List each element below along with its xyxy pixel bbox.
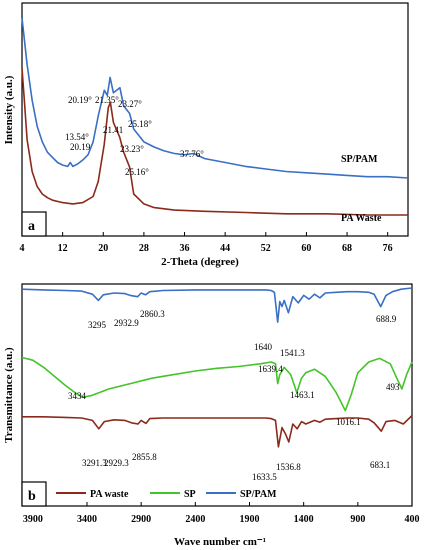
panel-a-x-tick-label-20: 20	[98, 243, 108, 254]
panel-a-annotation-25-18: 25.18°	[128, 119, 152, 129]
panel-b-x-tick-label-900: 900	[350, 514, 365, 525]
panel-a-annotation-23-23: 23.23°	[120, 144, 144, 154]
panel-a-xlabel: 2-Theta (degree)	[161, 256, 239, 268]
panel-a-annotation-13-54: 13.54°	[65, 132, 89, 142]
panel-b-frame	[21, 283, 413, 507]
panel-a-annotation-25-16: 25.16°	[125, 167, 149, 177]
panel-b-annotation-3434: 3434	[68, 391, 87, 401]
legend-entry-pa-waste: PA waste	[90, 489, 129, 500]
panel-a-x-tick-label-68: 68	[342, 243, 352, 254]
panel-b-xlabel: Wave number cm⁻¹	[174, 536, 266, 548]
panel-b-series-sp-pam	[21, 287, 413, 323]
panel-b-label: b	[28, 489, 36, 504]
series-label-sp-pam: SP/PAM	[341, 154, 378, 165]
series-label-pa-waste: PA Waste	[341, 213, 382, 224]
panel-b-annotation-2855-8: 2855.8	[132, 452, 157, 462]
panel-a-x-tick-label-44: 44	[220, 243, 230, 254]
panel-a-annotation-20-19: 20.19°	[68, 95, 92, 105]
panel-a-series-pa-waste	[21, 67, 408, 216]
panel-b-annotation-2929-3: 2929.3	[104, 458, 129, 468]
panel-b-annotation-1016-1: 1016.1	[336, 417, 361, 427]
panel-a-x-tick-label-52: 52	[261, 243, 271, 254]
panel-a-x-tick-label-4: 4	[20, 243, 25, 254]
panel-b-x-tick-label-1900: 1900	[240, 514, 260, 525]
panel-b-annotation-2860-3: 2860.3	[140, 309, 165, 319]
panel-b-x-ticks: 3900 3400 2900 2400 1900 1400 900 400	[23, 502, 420, 525]
panel-a-label: a	[28, 219, 35, 234]
panel-b-x-tick-label-3400: 3400	[77, 514, 97, 525]
panel-b-x-tick-label-2900: 2900	[131, 514, 151, 525]
panel-a-ylabel: Intensity (a.u.)	[3, 75, 15, 144]
panel-a-annotations: 13.54° 20.19° 21.35° 23.27° 25.18° 37.76° 21.4…	[65, 95, 204, 177]
panel-a-x-tick-label-36: 36	[180, 243, 190, 254]
panel-b-x-tick-label-1400: 1400	[294, 514, 314, 525]
panel-a-frame	[21, 2, 409, 237]
panel-b-x-tick-label-2400: 2400	[185, 514, 205, 525]
panel-b-x-tick-label-3900: 3900	[23, 514, 43, 525]
panel-b-x-tick-label-400: 400	[405, 514, 420, 525]
panel-b-annotation-1640: 1640	[254, 342, 273, 352]
panel-b-annotation-1633-5: 1633.5	[252, 472, 277, 482]
panel-b-annotation-3291-3: 3291.3	[82, 458, 107, 468]
panel-b: 3900 3400 2900 2400 1900 1400 900 400 3295 2932.…	[3, 283, 420, 548]
panel-b-annotation-1463-1: 1463.1	[290, 390, 315, 400]
panel-b-annotation-1639-4: 1639.4	[258, 364, 283, 374]
panel-a-annotation-21-35: 21.35°	[95, 95, 119, 105]
legend-entry-sp-pam: SP/PAM	[240, 489, 277, 500]
panel-a-series	[21, 17, 409, 216]
panel-a-annotation-23-27: 23.27°	[118, 99, 142, 109]
panel-b-series-sp	[21, 356, 413, 412]
panel-a-x-tick-label-12: 12	[58, 243, 68, 254]
panel-b-series	[21, 287, 413, 448]
panel-a: 4 12 20 28 36 44 52 60 68 76 13.54°20.19° 21.35° 23…	[3, 2, 409, 268]
panel-a-annotation-37-76: 37.76°	[180, 149, 204, 159]
panel-b-ylabel: Transmittance (a.u.)	[3, 347, 15, 443]
panel-b-annotation-1536-8: 1536.8	[276, 462, 301, 472]
panel-b-annotation-683-1: 683.1	[370, 460, 390, 470]
panel-a-label-box	[21, 211, 47, 237]
panel-a-x-tick-label-76: 76	[383, 243, 393, 254]
panel-b-series-pa-waste	[22, 415, 413, 448]
legend: PA waste SP SP/PAM	[56, 489, 277, 500]
panel-b-annotation-1541-3: 1541.3	[280, 348, 305, 358]
panel-b-annotation-688-9: 688.9	[376, 314, 397, 324]
panel-a-annotation-20-19: 20.19	[70, 142, 91, 152]
panel-a-x-tick-label-60: 60	[301, 243, 311, 254]
panel-b-label-box	[21, 481, 47, 507]
panel-b-annotation-3295: 3295	[88, 320, 107, 330]
panel-a-annotation-21-41: 21.41	[103, 125, 123, 135]
panel-a-series-sp-pam	[21, 17, 409, 179]
panel-a-x-tick-label-28: 28	[139, 243, 149, 254]
legend-entry-sp: SP	[184, 489, 196, 500]
panel-b-annotation-2932-9: 2932.9	[114, 318, 139, 328]
panel-b-annotation-493: 493	[386, 382, 400, 392]
panel-a-x-ticks: 4 12 20 28 36 44 52 60 68 76	[20, 232, 393, 254]
